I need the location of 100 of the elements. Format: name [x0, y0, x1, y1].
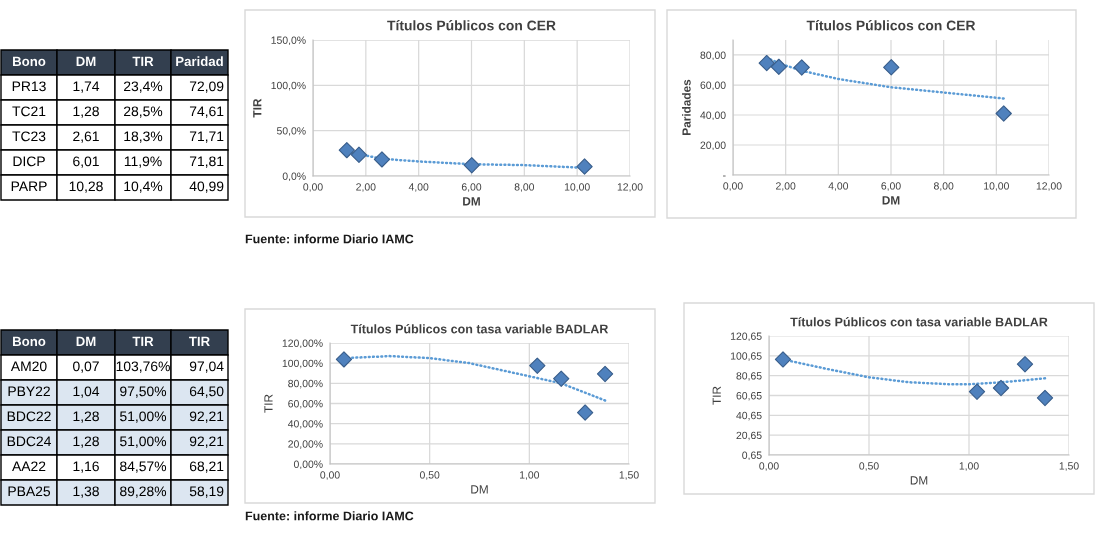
text: Paridad	[176, 56, 223, 67]
point	[992, 379, 1010, 397]
y-tick-label: 20,00%	[288, 440, 323, 449]
text: 58,19	[189, 486, 224, 498]
point	[373, 151, 391, 168]
point	[338, 141, 355, 159]
x-tick-label: 0,00	[723, 182, 743, 191]
x-tick-label: 0,00	[320, 471, 340, 480]
x-tick-label: 1,00	[959, 462, 979, 471]
x-tick-label: 8,00	[514, 183, 535, 192]
y-tick-label: 120,65	[730, 332, 762, 342]
point	[350, 146, 368, 163]
text: 1,28	[73, 436, 99, 448]
x-tick-label: 2,00	[356, 183, 376, 192]
y-tick-label: 50,0%	[276, 127, 306, 136]
text: PBA25	[8, 486, 51, 497]
x-tick-label: 12,00	[1036, 182, 1062, 191]
text: PBY22	[8, 386, 50, 397]
text: 103,76%	[116, 361, 170, 373]
x-tick-label: 10,00	[564, 183, 590, 192]
text: 97,04	[189, 361, 224, 373]
y-tick-label: 40,65	[736, 411, 762, 421]
text: 40,99	[189, 181, 224, 193]
text: 97,50%	[120, 386, 167, 398]
x-tick-label: 2,00	[776, 182, 796, 191]
text: 1,28	[73, 411, 99, 423]
chart-title: Títulos Públicos con tasa variable BADLAR	[350, 324, 609, 334]
point	[1036, 389, 1054, 407]
point	[758, 54, 775, 72]
text: 18,3%	[124, 131, 163, 143]
text: 89,28%	[120, 486, 167, 498]
x-tick-label: 6,00	[881, 182, 901, 191]
chart-title: Títulos Públicos con tasa variable BADLAR	[790, 317, 1048, 327]
text: TIR	[132, 336, 154, 346]
text: 71,71	[189, 131, 224, 143]
x-tick-label: 1,00	[519, 471, 540, 480]
x-tick-label: 12,00	[617, 183, 643, 192]
text: 71,81	[189, 156, 224, 168]
text: 0,07	[73, 361, 99, 373]
x-tick-label: 0,50	[859, 462, 879, 471]
text: TIR	[132, 56, 154, 66]
x-axis-title: DM	[471, 485, 488, 494]
y-tick-label: 150,0%	[271, 36, 306, 46]
text: 1,28	[73, 106, 99, 118]
text: 10,4%	[124, 181, 163, 193]
text: 84,57%	[120, 461, 167, 473]
x-tick-label: 8,00	[933, 182, 954, 191]
text: 51,00%	[120, 411, 167, 423]
text: 1,04	[73, 386, 100, 398]
text: 92,21	[189, 436, 224, 448]
text: Bono	[13, 56, 46, 67]
point	[576, 404, 594, 421]
x-tick-label: 4,00	[408, 183, 429, 192]
y-tick-label: 100,00%	[282, 359, 323, 369]
text: 1,74	[73, 81, 100, 93]
text: TC21	[12, 106, 46, 117]
text: 92,21	[189, 411, 224, 423]
y-tick-label: 0,0%	[282, 172, 306, 182]
x-tick-label: 4,00	[828, 182, 849, 191]
x-axis-title: DM	[910, 476, 928, 485]
x-axis-title: DM	[463, 197, 480, 206]
point	[995, 105, 1012, 122]
source-note: Fuente: informe Diario IAMC	[245, 511, 414, 521]
text: 10,28	[69, 181, 103, 193]
y-axis-title: TIR	[264, 394, 273, 413]
x-tick-label: 1,50	[1059, 462, 1079, 471]
point	[1016, 356, 1034, 373]
y-tick-label: 40,00	[700, 111, 726, 121]
y-tick-label: 100,65	[730, 352, 762, 361]
y-tick-label: 100,0%	[271, 81, 306, 91]
y-axis-title: TIR	[253, 98, 262, 118]
y-tick-label: 60,00	[700, 81, 726, 91]
y-tick-label: 0,65	[742, 451, 762, 461]
point	[793, 59, 810, 76]
point	[335, 351, 353, 368]
point	[553, 370, 570, 387]
y-tick-label: 80,00%	[288, 379, 323, 389]
x-tick-label: 6,00	[461, 183, 482, 192]
point	[596, 365, 614, 383]
source-note: Fuente: informe Diario IAMC	[245, 234, 414, 244]
x-axis-title: DM	[882, 196, 900, 205]
point	[529, 357, 546, 374]
y-tick-label: 0,00%	[293, 460, 323, 470]
text: BDC24	[7, 436, 51, 447]
text: 1,38	[73, 486, 99, 498]
point	[774, 351, 792, 368]
point	[968, 383, 986, 400]
chart-title: Títulos Públicos con CER	[806, 20, 976, 31]
y-tick-label: 80,65	[736, 372, 762, 381]
text: AA22	[12, 461, 46, 472]
text: 1,16	[73, 461, 99, 473]
text: 28,5%	[124, 106, 163, 118]
y-axis-title: TIR	[712, 386, 721, 405]
y-tick-label: 20,65	[736, 431, 762, 441]
text: 72,09	[189, 81, 224, 93]
text: 11,9%	[124, 156, 162, 168]
x-tick-label: 1,50	[619, 471, 639, 480]
text: Bono	[13, 336, 46, 347]
point	[770, 58, 787, 76]
text: 6,01	[73, 156, 99, 168]
